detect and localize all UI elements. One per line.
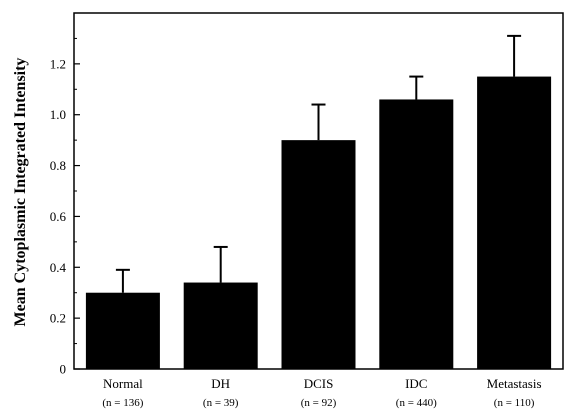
bar [281,140,356,369]
bar [379,99,454,369]
y-tick-label: 0.8 [50,158,66,173]
y-tick-label: 0.2 [50,311,66,326]
x-sample-size-label: (n = 92) [301,397,337,409]
x-category-label: DCIS [304,376,334,391]
x-axis-labels: Normal (n = 136) DH (n = 39) DCIS (n = 92) IDC… [102,376,541,409]
y-tick-label: 0.6 [50,209,67,224]
bar [183,282,258,369]
y-tick-label: 1.2 [50,56,66,71]
y-tick-label: 0.4 [50,260,67,275]
x-category-label: IDC [405,376,427,391]
bars [85,34,552,370]
y-tick-label: 1.0 [50,107,66,122]
x-sample-size-label: (n = 39) [203,397,239,409]
y-tick-label: 0 [60,362,67,377]
x-category-label: Metastasis [487,376,542,391]
x-sample-size-label: (n = 110) [494,397,535,409]
bar [85,292,160,369]
x-sample-size-label: (n = 136) [102,397,143,409]
x-category-label: DH [211,376,230,391]
y-axis-ticks: 0 0.2 0.4 0.6 0.8 1.0 1.2 [50,37,80,377]
bar [477,76,552,370]
x-sample-size-label: (n = 440) [396,397,437,409]
x-category-label: Normal [103,376,143,391]
y-axis-label: Mean Cytoplasmic Integrated Intensity [12,58,29,327]
